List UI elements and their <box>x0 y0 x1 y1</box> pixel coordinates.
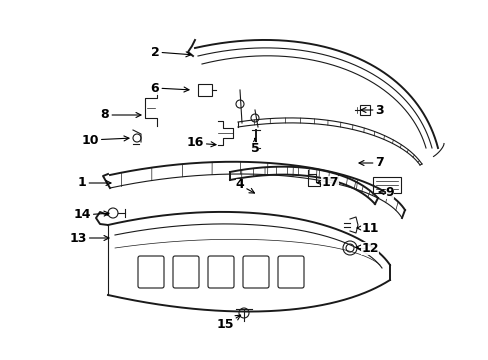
Text: 4: 4 <box>235 179 254 193</box>
Text: 11: 11 <box>356 221 378 234</box>
Bar <box>372 177 400 193</box>
Bar <box>198 84 212 96</box>
Text: 6: 6 <box>150 81 188 94</box>
Text: 10: 10 <box>81 134 129 147</box>
Text: 5: 5 <box>250 139 259 154</box>
Text: 14: 14 <box>73 208 109 221</box>
Text: 1: 1 <box>78 176 111 189</box>
Text: 13: 13 <box>69 231 109 244</box>
Text: 7: 7 <box>358 157 384 170</box>
Text: 16: 16 <box>186 136 216 149</box>
Text: 9: 9 <box>378 185 393 198</box>
Bar <box>359 105 369 115</box>
Text: 12: 12 <box>355 242 378 255</box>
Text: 2: 2 <box>150 45 191 58</box>
Text: 17: 17 <box>316 175 338 189</box>
Text: 3: 3 <box>360 104 384 117</box>
Text: 15: 15 <box>216 315 240 332</box>
Text: 8: 8 <box>101 108 141 122</box>
